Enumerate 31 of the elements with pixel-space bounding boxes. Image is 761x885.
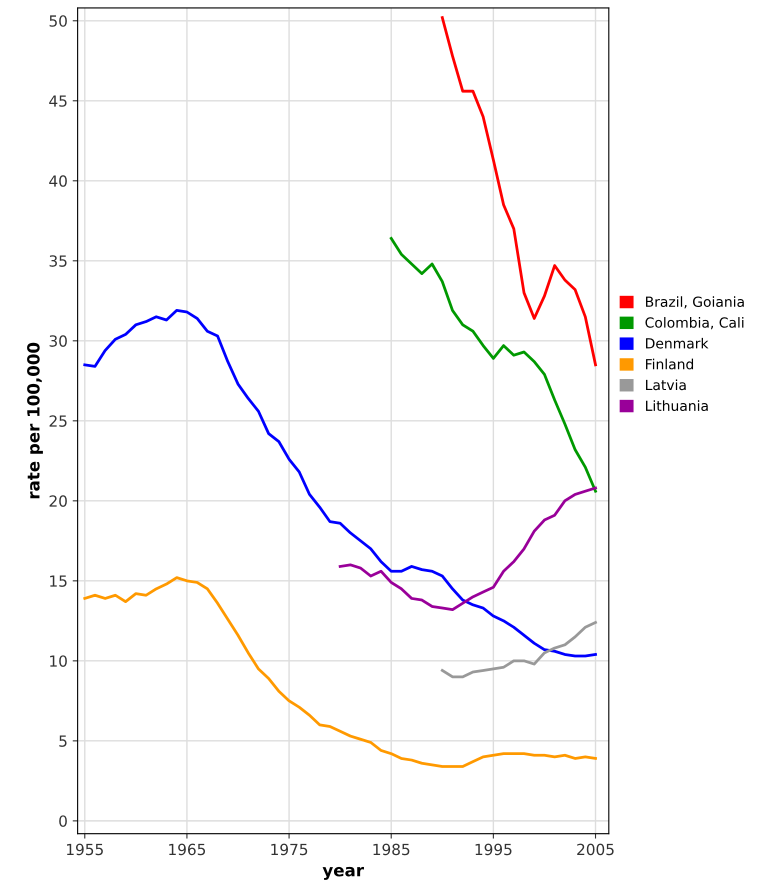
legend-label: Colombia, Cali — [645, 317, 744, 330]
y-tick-label: 40 — [49, 175, 67, 187]
x-axis-title: year — [322, 866, 364, 880]
y-tick-label: 10 — [50, 655, 67, 667]
y-tick-label: 35 — [50, 255, 67, 267]
y-axis-title: rate per 100,000 — [27, 342, 43, 498]
y-tick-label: 50 — [50, 15, 67, 27]
y-tick-label: 25 — [50, 415, 67, 427]
legend-label: Brazil, Goiania — [646, 296, 744, 308]
legend-label: Lithuania — [646, 400, 708, 412]
y-tick-label: 45 — [49, 95, 67, 107]
legend-label: Denmark — [646, 338, 708, 349]
line-series — [338, 486, 597, 612]
x-tick-label: 1975 — [271, 844, 308, 856]
y-tick-label: 30 — [50, 335, 67, 347]
line-series — [83, 309, 597, 658]
y-tick-label: 15 — [50, 576, 67, 587]
line-series — [440, 621, 597, 678]
legend-label: Finland — [646, 358, 694, 370]
x-tick-label: 1995 — [476, 844, 512, 856]
line-series — [440, 16, 597, 366]
x-tick-label: 2005 — [577, 844, 614, 856]
y-tick-label: 20 — [50, 495, 67, 507]
x-tick-label: 1955 — [67, 844, 103, 856]
x-tick-label: 1965 — [169, 844, 206, 856]
x-tick-label: 1985 — [373, 844, 410, 856]
y-tick-label: 5 — [59, 736, 67, 747]
legend-label: Latvia — [646, 379, 686, 390]
y-tick-label: 0 — [59, 815, 67, 827]
line-series — [83, 576, 597, 768]
line-series — [390, 237, 597, 493]
